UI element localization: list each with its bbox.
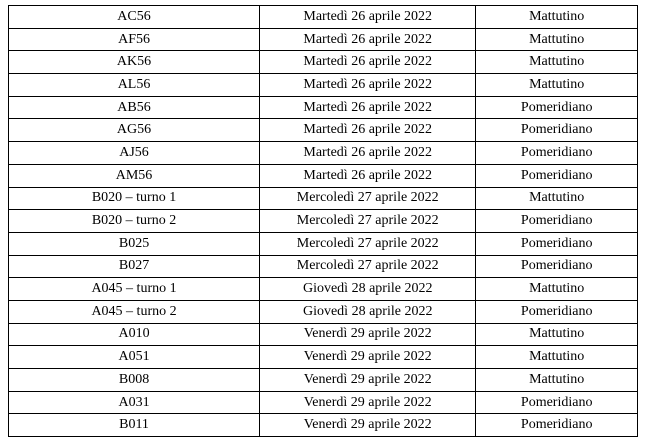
table-cell: Pomeridiano <box>475 209 638 233</box>
table-cell: Mercoledì 27 aprile 2022 <box>259 231 477 256</box>
table-cell: B008 <box>7 368 261 392</box>
table-cell: Giovedì 28 aprile 2022 <box>259 277 477 301</box>
table-row: A045 – turno 2 Giovedì 28 aprile 2022 Pome… <box>7 299 638 324</box>
table-cell: Venerdì 29 aprile 2022 <box>259 390 477 415</box>
table-row: B011 Venerdì 29 aprile 2022 Pomeridiano <box>7 413 638 438</box>
table-row: B027 Mercoledì 27 aprile 2022 Pomeridiano <box>7 254 638 279</box>
table-cell: Mattutino <box>475 27 638 52</box>
table-cell: Martedì 26 aprile 2022 <box>259 163 477 188</box>
table-cell: B011 <box>7 413 261 438</box>
table-cell: Mattutino <box>475 345 638 369</box>
table-cell: Martedì 26 aprile 2022 <box>259 27 477 52</box>
table-cell: A010 <box>7 322 261 347</box>
table-cell: Mattutino <box>475 186 638 211</box>
table-cell: Mattutino <box>475 322 638 347</box>
table-cell: Martedì 26 aprile 2022 <box>259 95 477 120</box>
table-cell: Pomeridiano <box>475 231 638 256</box>
table-cell: Mattutino <box>475 5 638 29</box>
table-cell: Martedì 26 aprile 2022 <box>259 141 477 165</box>
table-cell: Mercoledì 27 aprile 2022 <box>259 254 477 279</box>
table-cell: Martedì 26 aprile 2022 <box>259 73 477 97</box>
table-cell: Giovedì 28 aprile 2022 <box>259 299 477 324</box>
table-cell: Mattutino <box>475 277 638 301</box>
table-cell: B020 – turno 1 <box>7 186 261 211</box>
table-cell: Pomeridiano <box>475 163 638 188</box>
table-body: AC56 Martedì 26 aprile 2022 Mattutino AF56 M… <box>7 5 638 438</box>
table-cell: Venerdì 29 aprile 2022 <box>259 368 477 392</box>
table-cell: A045 – turno 2 <box>7 299 261 324</box>
table-cell: Martedì 26 aprile 2022 <box>259 5 477 29</box>
table-row: AM56 Martedì 26 aprile 2022 Pomeridiano <box>7 163 638 188</box>
table-cell: Mattutino <box>475 368 638 392</box>
table-cell: AC56 <box>7 5 261 29</box>
table-cell: AJ56 <box>7 141 261 165</box>
table-cell: Venerdì 29 aprile 2022 <box>259 345 477 369</box>
table-cell: Mattutino <box>475 50 638 75</box>
table-cell: Venerdì 29 aprile 2022 <box>259 413 477 438</box>
table-row: AK56 Martedì 26 aprile 2022 Mattutino <box>7 50 638 75</box>
table-cell: B025 <box>7 231 261 256</box>
table-row: AG56 Martedì 26 aprile 2022 Pomeridiano <box>7 118 638 143</box>
table-cell: Mattutino <box>475 73 638 97</box>
table-cell: Pomeridiano <box>475 413 638 438</box>
table-row: B025 Mercoledì 27 aprile 2022 Pomeridiano <box>7 231 638 256</box>
table-cell: AK56 <box>7 50 261 75</box>
table-cell: Pomeridiano <box>475 118 638 143</box>
table-cell: A045 – turno 1 <box>7 277 261 301</box>
table-cell: Pomeridiano <box>475 95 638 120</box>
table-cell: A031 <box>7 390 261 415</box>
table-cell: Pomeridiano <box>475 299 638 324</box>
table-cell: Pomeridiano <box>475 390 638 415</box>
table-cell: AF56 <box>7 27 261 52</box>
table-cell: AG56 <box>7 118 261 143</box>
table-cell: Mercoledì 27 aprile 2022 <box>259 209 477 233</box>
table-row: A031 Venerdì 29 aprile 2022 Pomeridiano <box>7 390 638 415</box>
table-cell: B020 – turno 2 <box>7 209 261 233</box>
table-cell: Venerdì 29 aprile 2022 <box>259 322 477 347</box>
table-row: A045 – turno 1 Giovedì 28 aprile 2022 Matt… <box>7 277 638 301</box>
table-cell: AL56 <box>7 73 261 97</box>
table-row: B020 – turno 2 Mercoledì 27 aprile 2022 Po… <box>7 209 638 233</box>
table-row: B020 – turno 1 Mercoledì 27 aprile 2022 Ma… <box>7 186 638 211</box>
table-cell: B027 <box>7 254 261 279</box>
table-cell: A051 <box>7 345 261 369</box>
table-cell: Mercoledì 27 aprile 2022 <box>259 186 477 211</box>
table-cell: Pomeridiano <box>475 254 638 279</box>
table-cell: Martedì 26 aprile 2022 <box>259 50 477 75</box>
table-row: A010 Venerdì 29 aprile 2022 Mattutino <box>7 322 638 347</box>
table-row: AL56 Martedì 26 aprile 2022 Mattutino <box>7 73 638 97</box>
table-cell: AM56 <box>7 163 261 188</box>
table-row: B008 Venerdì 29 aprile 2022 Mattutino <box>7 368 638 392</box>
table-row: AC56 Martedì 26 aprile 2022 Mattutino <box>7 5 638 29</box>
table-cell: Pomeridiano <box>475 141 638 165</box>
table-row: A051 Venerdì 29 aprile 2022 Mattutino <box>7 345 638 369</box>
table-row: AB56 Martedì 26 aprile 2022 Pomeridiano <box>7 95 638 120</box>
table-cell: AB56 <box>7 95 261 120</box>
schedule-table: AC56 Martedì 26 aprile 2022 Mattutino AF56 M… <box>7 5 638 438</box>
table-row: AF56 Martedì 26 aprile 2022 Mattutino <box>7 27 638 52</box>
table-cell: Martedì 26 aprile 2022 <box>259 118 477 143</box>
table-row: AJ56 Martedì 26 aprile 2022 Pomeridiano <box>7 141 638 165</box>
